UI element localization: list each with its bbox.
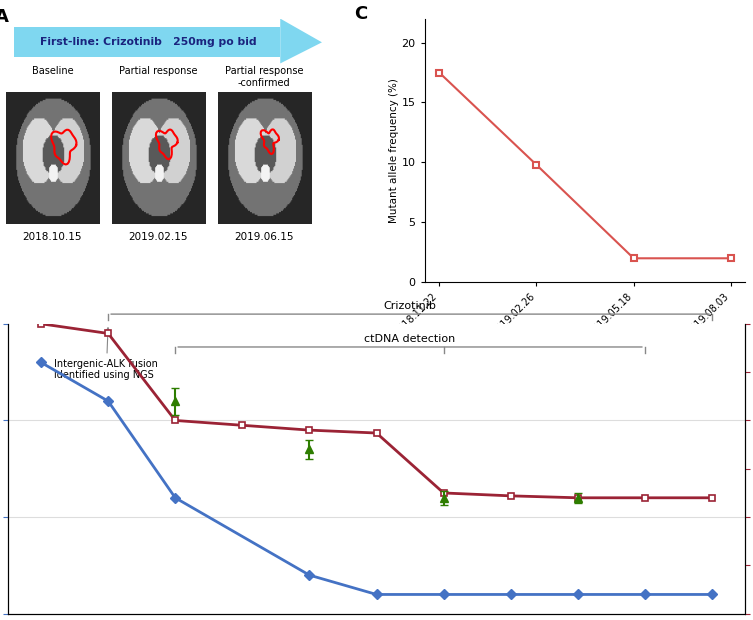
Text: 2019.02.15: 2019.02.15 <box>129 232 188 242</box>
Y-axis label: Mutant allele frequency (%): Mutant allele frequency (%) <box>389 78 398 223</box>
Polygon shape <box>280 19 322 63</box>
Text: Crizotinib: Crizotinib <box>383 301 437 311</box>
Text: 2018.10.15: 2018.10.15 <box>23 232 82 242</box>
Bar <box>14 27 280 57</box>
Text: C: C <box>354 6 367 24</box>
Text: ctDNA detection: ctDNA detection <box>364 334 456 344</box>
Text: Partial response: Partial response <box>119 66 197 76</box>
Text: Intergenic-ALK fusion
identified using NGS: Intergenic-ALK fusion identified using N… <box>54 328 158 380</box>
Text: Partial response
-confirmed: Partial response -confirmed <box>225 66 303 87</box>
Text: Baseline: Baseline <box>32 66 73 76</box>
Text: First-line: Crizotinib   250mg po bid: First-line: Crizotinib 250mg po bid <box>41 37 257 46</box>
Text: A: A <box>0 8 8 26</box>
Text: 2019.06.15: 2019.06.15 <box>234 232 294 242</box>
